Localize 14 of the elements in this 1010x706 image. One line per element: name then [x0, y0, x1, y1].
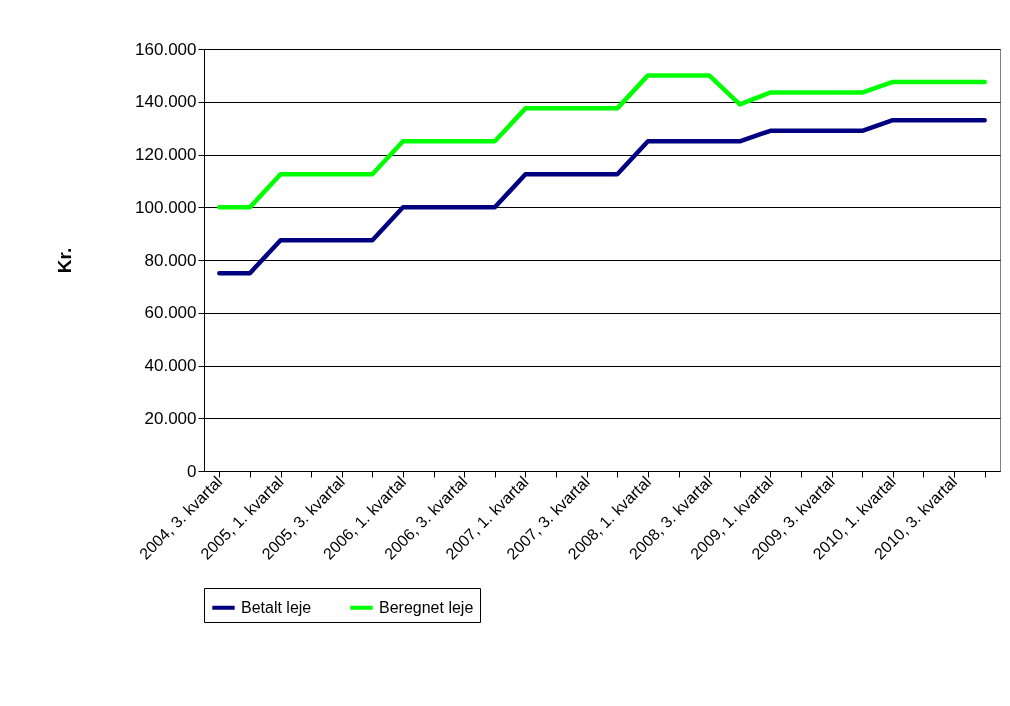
- legend-label: Betalt leje: [241, 598, 312, 616]
- line-series: [217, 117, 987, 276]
- y-axis-title: Kr.: [54, 247, 76, 274]
- legend-label: Beregnet leje: [379, 598, 474, 616]
- y-tick-label: 160.000: [135, 39, 197, 59]
- line-series: [217, 73, 987, 210]
- y-tick-label: 20.000: [144, 408, 197, 428]
- y-tick-label: 140.000: [135, 92, 197, 112]
- y-tick-label: 100.000: [135, 197, 197, 217]
- y-tick-label: 60.000: [144, 303, 197, 323]
- y-tick-label: 40.000: [144, 356, 197, 375]
- y-tick-label: 120.000: [135, 145, 197, 164]
- y-tick-label: 0: [187, 461, 197, 481]
- y-tick-label: 80.000: [144, 250, 197, 270]
